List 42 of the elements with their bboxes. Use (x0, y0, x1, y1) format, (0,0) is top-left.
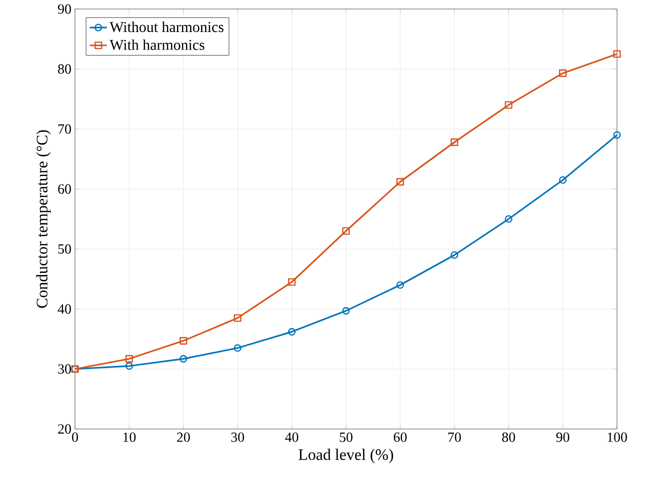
point (396, 178, 404, 186)
point (613, 50, 621, 58)
x-tick-label: 40 (285, 432, 298, 442)
legend-label: With harmonics (110, 39, 204, 50)
x-axis-title: Load level (%) (298, 448, 394, 464)
y-tick-label: 90 (58, 4, 71, 14)
x-tick-label: 60 (394, 432, 407, 442)
x-tick-label: 20 (177, 432, 190, 442)
x-tick-label: 50 (340, 432, 352, 442)
point (180, 337, 188, 345)
y-tick-label: 70 (58, 124, 71, 134)
y-tick-label: 40 (58, 304, 71, 314)
point (125, 362, 133, 370)
legend-label: Without harmonics (110, 22, 224, 32)
point (450, 138, 458, 146)
point (559, 176, 567, 184)
x-tick-label: 80 (502, 432, 516, 442)
point (559, 69, 567, 77)
y-tick-label: 20 (58, 424, 71, 434)
y-tick-label: 80 (58, 64, 71, 74)
point (504, 215, 512, 223)
y-tick-label: 30 (58, 364, 71, 374)
point (396, 281, 404, 289)
y-axis-title: Conductor temperature (°C) (36, 130, 51, 308)
point (504, 101, 512, 109)
point (342, 227, 350, 235)
point (234, 344, 242, 352)
y-tick-label: 50 (58, 244, 71, 254)
point (288, 328, 296, 336)
point (180, 355, 188, 363)
point (125, 355, 133, 363)
x-tick-label: 0 (72, 432, 78, 442)
y-tick-label: 60 (58, 184, 71, 194)
x-tick-label: 100 (608, 432, 627, 442)
point (342, 307, 350, 315)
x-tick-label: 70 (448, 432, 461, 442)
x-tick-label: 10 (123, 432, 136, 442)
point (450, 251, 458, 259)
point (234, 314, 242, 322)
x-tick-label: 30 (231, 432, 244, 442)
x-tick-label: 90 (556, 432, 570, 442)
point (288, 278, 296, 286)
